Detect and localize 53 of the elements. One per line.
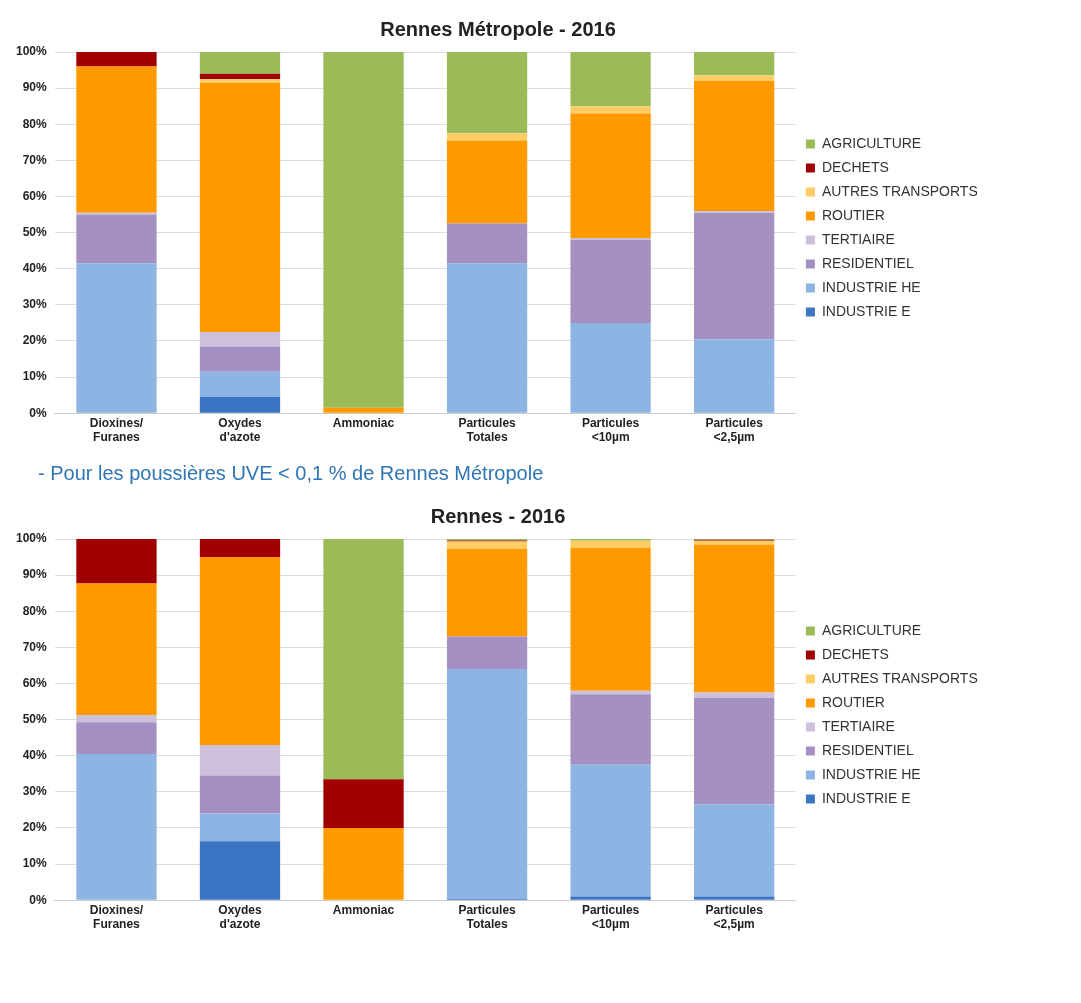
y-tick-label: 80% bbox=[22, 603, 48, 618]
y-tick-label: 20% bbox=[22, 333, 48, 348]
legend-label: ROUTIER bbox=[821, 206, 885, 223]
y-tick-label: 70% bbox=[22, 639, 48, 654]
y-tick-label: 10% bbox=[22, 369, 48, 384]
x-tick-label: Ammoniac bbox=[332, 415, 395, 430]
y-tick-label: 0% bbox=[29, 405, 48, 420]
x-tick-label: Particules Totales bbox=[458, 902, 517, 932]
y-tick-label: 30% bbox=[22, 297, 48, 312]
legend-label: ROUTIER bbox=[821, 693, 885, 710]
legend-label: AUTRES TRANSPORTS bbox=[821, 669, 978, 686]
x-tick-label: Oxydes d'azote bbox=[218, 902, 262, 932]
y-tick-label: 90% bbox=[22, 80, 48, 95]
x-tick-label: Oxydes d'azote bbox=[218, 415, 262, 445]
legend-label: INDUSTRIE E bbox=[821, 789, 911, 806]
legend-label: RESIDENTIEL bbox=[821, 254, 914, 271]
y-tick-label: 40% bbox=[22, 748, 48, 763]
x-tick-label: Dioxines/ Furanes bbox=[89, 415, 144, 445]
x-tick-label: Particules <2,5µm bbox=[705, 902, 764, 932]
x-tick-label: Particules <10µm bbox=[581, 415, 640, 445]
legend-label: INDUSTRIE E bbox=[821, 302, 911, 319]
x-tick-label: Particules Totales bbox=[458, 415, 517, 445]
y-tick-label: 100% bbox=[15, 44, 48, 59]
y-tick-label: 0% bbox=[29, 892, 48, 907]
legend-label: DECHETS bbox=[821, 158, 889, 175]
x-tick-label: Particules <10µm bbox=[581, 902, 640, 932]
x-tick-label: Particules <2,5µm bbox=[705, 415, 764, 445]
y-tick-label: 90% bbox=[22, 567, 48, 582]
y-tick-label: 40% bbox=[22, 261, 48, 276]
y-tick-label: 50% bbox=[22, 224, 48, 239]
y-tick-label: 60% bbox=[22, 675, 48, 690]
legend-label: TERTIAIRE bbox=[821, 230, 895, 247]
legend-label: AGRICULTURE bbox=[821, 621, 922, 638]
x-tick-label: Ammoniac bbox=[332, 902, 395, 917]
y-tick-label: 20% bbox=[22, 820, 48, 835]
legend-label: RESIDENTIEL bbox=[821, 741, 914, 758]
legend-label: INDUSTRIE HE bbox=[821, 765, 921, 782]
y-tick-label: 70% bbox=[22, 152, 48, 167]
y-tick-label: 100% bbox=[15, 531, 48, 546]
y-tick-label: 10% bbox=[22, 856, 48, 871]
x-tick-label: Dioxines/ Furanes bbox=[89, 902, 144, 932]
y-tick-label: 30% bbox=[22, 784, 48, 799]
chart-title: Rennes - 2016 bbox=[430, 504, 566, 527]
legend-label: DECHETS bbox=[821, 645, 889, 662]
y-tick-label: 50% bbox=[22, 711, 48, 726]
text: - Pour les poussières UVE < 0,1 % de Rennes Métropole bbox=[38, 462, 545, 485]
legend-label: INDUSTRIE HE bbox=[821, 278, 921, 295]
y-tick-label: 60% bbox=[22, 188, 48, 203]
y-tick-label: 80% bbox=[22, 116, 48, 131]
legend-label: AUTRES TRANSPORTS bbox=[821, 182, 978, 199]
legend-label: AGRICULTURE bbox=[821, 134, 922, 151]
legend-label: TERTIAIRE bbox=[821, 717, 895, 734]
chart-title: Rennes Métropole - 2016 bbox=[380, 17, 616, 40]
